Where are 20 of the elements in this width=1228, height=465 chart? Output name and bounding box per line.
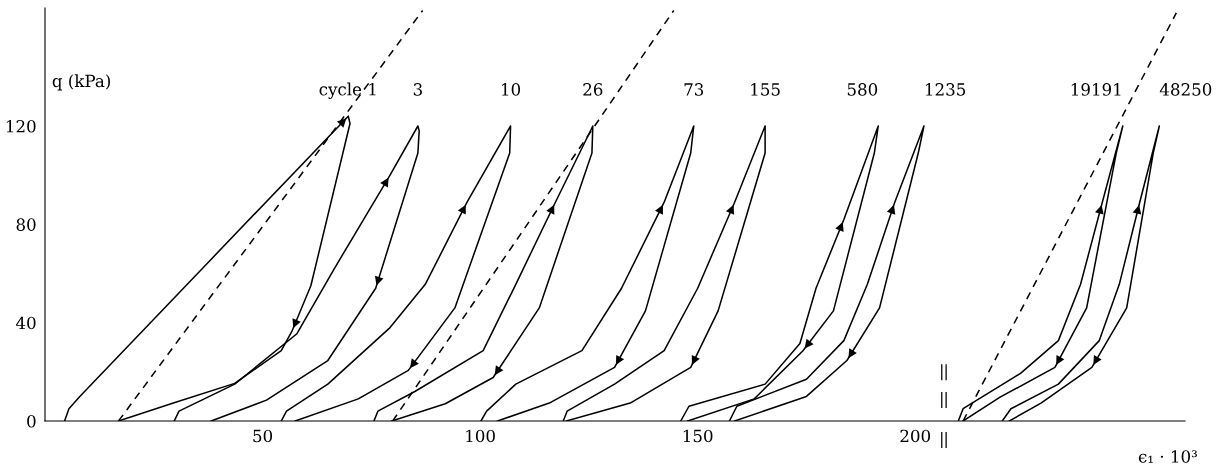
x-axis-title: ϵ₁ · 10³: [1138, 450, 1197, 463]
series-label: 26: [583, 83, 603, 96]
y-tick-label: 120: [6, 119, 36, 133]
x-tick-label: 50: [253, 429, 273, 443]
series-label: 580: [847, 83, 878, 96]
x-tick-label: 100: [466, 429, 495, 443]
series-label: 10: [502, 83, 521, 96]
x-tick-label: 150: [683, 429, 713, 443]
series-label: 48250: [1159, 83, 1212, 96]
series-label: cycle 1: [319, 82, 376, 99]
y-tick-label: 80: [16, 218, 36, 231]
series-label: 1235: [925, 83, 966, 96]
y-tick-label: 0: [27, 414, 36, 428]
series-label: 73: [684, 83, 704, 96]
series-label: 19191: [1071, 83, 1121, 96]
series-label: 155: [751, 83, 780, 96]
series-label: 3: [413, 83, 422, 96]
x-tick-label: 200: [900, 429, 931, 443]
y-tick-label: 40: [15, 316, 36, 330]
y-axis-title: q (kPa): [52, 74, 110, 91]
